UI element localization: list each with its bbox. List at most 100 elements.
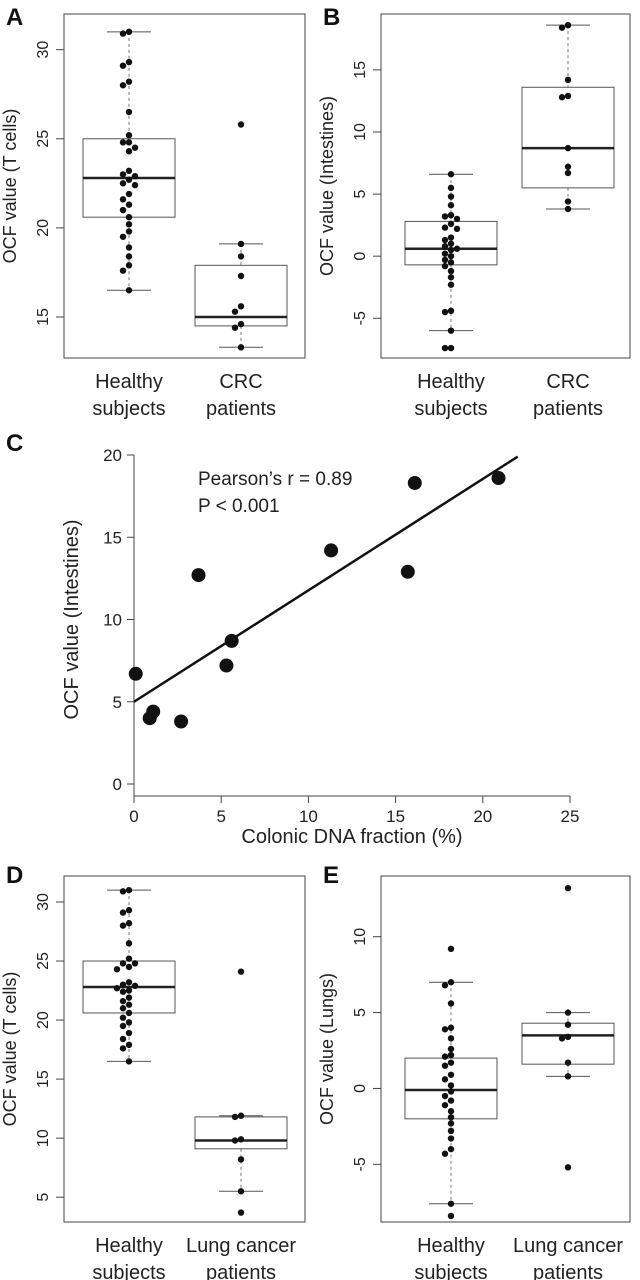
panel-b-label: B	[323, 4, 341, 31]
panel-e-data-point	[447, 1071, 455, 1078]
panel-b-data-point	[441, 308, 449, 316]
panel-a-data-point	[119, 30, 127, 37]
panel-a-data-point	[231, 324, 239, 331]
panel-d-data-point	[131, 982, 139, 990]
panel-b-data-point	[447, 240, 455, 247]
panel-b-data-point	[558, 94, 566, 101]
panel-b-data-point	[441, 256, 449, 264]
panel-d-data-point	[113, 984, 121, 992]
panel-d-ytick-label: 25	[35, 952, 52, 970]
panel-b-plot-frame	[380, 13, 631, 359]
panel-a-data-point	[119, 233, 127, 240]
panel-b-data-point	[441, 250, 449, 257]
panel-a-data-point	[125, 108, 133, 116]
panel-d-data-point	[125, 907, 133, 914]
panel-e-data-point	[441, 1101, 449, 1109]
panel-e-data-point	[564, 1073, 572, 1080]
panel-d-data-point	[237, 1112, 245, 1119]
panel-a-data-point	[119, 171, 127, 178]
panel-b-data-point	[441, 213, 449, 220]
panel-b-data-point	[447, 211, 455, 219]
panel-b-data-point	[447, 281, 455, 288]
panel-e-data-point	[441, 1053, 449, 1060]
panel-e-data-point	[447, 979, 455, 986]
panel-d-data-point	[119, 960, 127, 967]
panel-d-data-point	[237, 1209, 245, 1216]
panel-d-category-label-line2: subjects	[92, 1262, 165, 1280]
panel-a-ytick-label: 20	[35, 219, 52, 237]
panel-c-data-point	[146, 704, 161, 719]
panel-b-data-point	[447, 252, 455, 260]
panel-b-data-point	[447, 259, 455, 266]
panel-d-data-point	[113, 966, 121, 973]
panel-d-data-point	[125, 987, 133, 994]
panel-e-ytick-label: 5	[352, 1008, 369, 1017]
panel-e-data-point	[558, 1035, 566, 1042]
panel-e-data-point	[564, 1059, 572, 1066]
panel-b-category-label-line1: Healthy	[417, 371, 485, 393]
panel-c-ytick-label: 20	[103, 446, 122, 465]
panel-a-data-point	[131, 172, 139, 180]
panel-a-data-point	[125, 139, 133, 146]
panel-a-data-point	[237, 344, 245, 351]
panel-e-box	[521, 1022, 615, 1065]
panel-a-category-label-line2: subjects	[92, 398, 165, 420]
panel-a-data-point	[119, 180, 127, 187]
panel-d-data-point	[131, 960, 139, 967]
panel-c-xtick-label: 5	[216, 807, 225, 826]
panel-a-plot-frame	[63, 13, 306, 359]
panel-a-data-point	[125, 148, 133, 155]
panel-d-category-label-line1: Lung cancer	[186, 1235, 296, 1257]
panel-a-data-point	[125, 253, 133, 260]
panel-a-data-point	[237, 303, 245, 310]
panel-d-data-point	[119, 988, 127, 995]
panel-d-data-point	[231, 1137, 239, 1144]
panel-a-data-point	[125, 176, 133, 183]
panel-a-data-point	[125, 287, 133, 294]
panel-c-data-point	[219, 658, 234, 673]
panel-b-data-point	[564, 21, 572, 29]
panel-a-data-point	[119, 267, 127, 274]
panel-d-ytick-label: 10	[35, 1129, 52, 1147]
panel-d-data-point	[125, 1009, 133, 1017]
panel-d-data-point	[119, 997, 127, 1005]
panel-d-data-point	[119, 1045, 127, 1052]
panel-e-label: E	[323, 862, 340, 889]
panel-a-data-point	[125, 221, 133, 228]
panel-c-data-point	[191, 568, 206, 583]
panel-b-category-label-line1: CRC	[546, 371, 589, 393]
panel-c-ytick-label: 5	[113, 693, 122, 712]
panel-b-data-point	[564, 92, 572, 100]
panel-d-data-point	[125, 940, 133, 947]
panel-a-data-point	[125, 201, 133, 208]
panel-e-ylabel: OCF value (Lungs)	[317, 973, 337, 1125]
panel-c-xtick-label: 0	[129, 807, 138, 826]
panel-e-data-point	[441, 1092, 449, 1100]
panel-c-data-point	[128, 666, 143, 681]
panel-b-data-point	[453, 245, 461, 252]
panel-e-data-point	[447, 1024, 455, 1031]
panel-e-data-point	[441, 982, 449, 989]
panel-b-data-point	[558, 24, 566, 31]
panel-b-data-point	[447, 344, 455, 352]
panel-e-data-point	[447, 1120, 455, 1127]
panel-b-category-label-line2: patients	[533, 398, 603, 420]
panel-d-plot-frame	[63, 875, 306, 1223]
panel-a-data-point	[125, 28, 133, 36]
panel-e-data-point	[564, 1164, 572, 1171]
panel-d-data-point	[125, 1041, 133, 1049]
panel-b-category-label-line2: subjects	[414, 398, 487, 420]
panel-b-data-point	[447, 307, 455, 315]
panel-c-ytick-label: 0	[113, 775, 122, 794]
panel-b-ytick-label: 15	[352, 61, 369, 79]
panel-b-data-point	[564, 76, 572, 84]
panel-a-ytick-label: 25	[35, 130, 52, 148]
panel-b-data-point	[447, 220, 455, 228]
panel-b-data-point	[453, 225, 461, 233]
panel-a-data-point	[119, 82, 127, 89]
panel-b-data-point	[447, 171, 455, 178]
panel-c-ylabel: OCF value (Intestines)	[61, 519, 83, 719]
panel-d-ytick-label: 15	[35, 1070, 52, 1088]
panel-c-annotation-pearson: Pearson’s r = 0.89	[198, 469, 352, 490]
panel-b-data-point	[441, 262, 449, 270]
